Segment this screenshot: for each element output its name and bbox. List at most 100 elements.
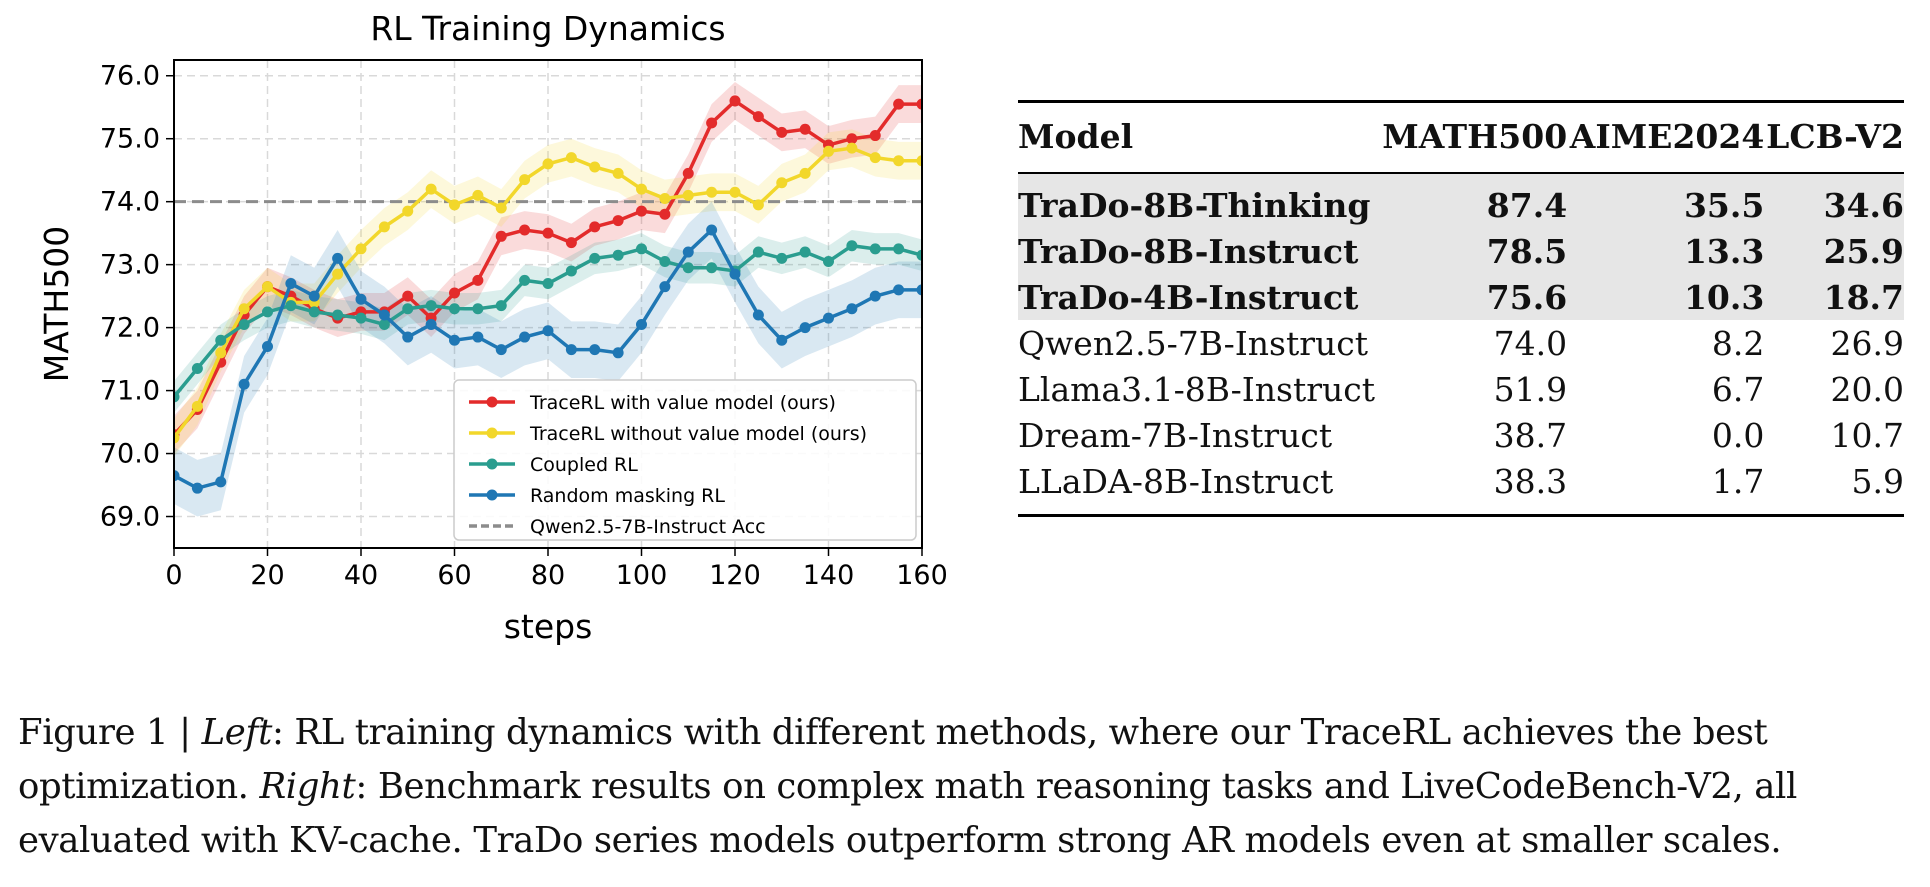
data-point: [612, 215, 624, 227]
data-point: [238, 303, 250, 315]
x-tick-label: 140: [803, 560, 855, 591]
table-header-row: Model MATH500 AIME2024 LCB-V2: [1018, 100, 1904, 174]
data-point: [308, 290, 320, 302]
data-point: [869, 152, 881, 164]
table-row: TraDo-8B-Thinking 87.4 35.5 34.6: [1018, 173, 1904, 228]
header-aime2024: AIME2024: [1567, 100, 1765, 174]
aime2024-score: 1.7: [1567, 458, 1765, 517]
data-point: [823, 145, 834, 157]
math500-score: 87.4: [1379, 173, 1568, 228]
data-point: [823, 312, 834, 324]
data-point: [402, 290, 414, 302]
data-point: [332, 309, 344, 321]
data-point: [612, 347, 624, 359]
y-axis-label: MATH500: [37, 226, 76, 382]
data-point: [565, 152, 577, 164]
header-math500: MATH500: [1379, 100, 1568, 174]
data-point: [916, 98, 922, 110]
y-tick-label: 76.0: [100, 61, 160, 92]
aime2024-score: 13.3: [1567, 228, 1765, 274]
y-tick-label: 69.0: [100, 502, 160, 533]
data-point: [191, 400, 203, 412]
data-point: [776, 177, 788, 189]
data-point: [495, 344, 507, 356]
axis-ticks: 0 20 40 60 80 100 120 140 160 69.0 70.0 71.0 72.0 73.…: [100, 61, 948, 591]
data-point: [425, 300, 437, 312]
data-point: [682, 167, 694, 179]
chart-title: RL Training Dynamics: [370, 9, 725, 48]
model-name: LLaDA-8B-Instruct: [1018, 458, 1380, 517]
model-name: Qwen2.5-7B-Instruct: [1018, 323, 1368, 363]
data-point: [449, 334, 460, 346]
data-point: [706, 186, 718, 198]
aime2024-score: 10.3: [1567, 274, 1765, 320]
data-point: [402, 331, 414, 343]
data-point: [893, 243, 905, 255]
aime2024-score: 0.0: [1711, 415, 1765, 455]
data-point: [542, 325, 554, 337]
data-point: [402, 205, 414, 217]
data-point: [893, 284, 905, 296]
lcb-v2-score: 34.6: [1764, 173, 1904, 228]
data-point: [752, 199, 764, 211]
lcb-v2-score: 5.9: [1764, 458, 1904, 517]
lcb-v2-score: 20.0: [1830, 369, 1904, 409]
caption-right-word: Right: [259, 766, 356, 807]
data-point: [174, 432, 180, 444]
data-point: [893, 155, 905, 167]
caption-left-word: Left: [201, 712, 273, 753]
aime2024-score: 6.7: [1711, 369, 1765, 409]
x-tick-label: 60: [437, 560, 471, 591]
data-point: [846, 303, 858, 315]
data-point: [449, 199, 460, 211]
data-point: [472, 303, 484, 315]
aime2024-score: 8.2: [1711, 323, 1765, 363]
legend-marker: [486, 427, 498, 439]
data-point: [378, 318, 390, 330]
math500-score: 75.6: [1379, 274, 1568, 320]
data-point: [729, 268, 741, 280]
data-point: [542, 158, 554, 170]
data-point: [729, 186, 741, 198]
data-point: [565, 265, 577, 277]
data-point: [589, 344, 601, 356]
data-point: [916, 249, 922, 261]
data-point: [495, 202, 507, 214]
data-point: [542, 278, 554, 290]
legend-label: Qwen2.5-7B-Instruct Acc: [530, 516, 766, 538]
data-point: [332, 252, 344, 264]
data-point: [449, 303, 460, 315]
data-point: [869, 130, 881, 142]
legend-marker: [486, 396, 498, 408]
confidence-band: [174, 201, 922, 517]
data-point: [262, 281, 273, 293]
data-point: [332, 268, 344, 280]
legend-label: TraceRL with value model (ours): [529, 392, 836, 414]
data-point: [308, 306, 320, 318]
data-point: [215, 347, 227, 359]
data-point: [565, 344, 577, 356]
data-point: [846, 133, 858, 145]
table-row: Llama3.1-8B-Instruct 51.9 6.7 20.0: [1018, 366, 1904, 412]
x-tick-label: 40: [344, 560, 378, 591]
model-name: TraDo-8B-Thinking: [1018, 173, 1380, 228]
header-model: Model: [1018, 100, 1380, 174]
data-point: [659, 193, 671, 205]
confidence-band: [174, 129, 922, 457]
data-point: [799, 123, 811, 135]
math500-score: 38.7: [1493, 415, 1568, 455]
data-point: [799, 167, 811, 179]
lcb-v2-score: 18.7: [1764, 274, 1904, 320]
data-point: [659, 281, 671, 293]
y-tick-label: 74.0: [100, 187, 160, 218]
model-name: TraDo-4B-Instruct: [1018, 274, 1380, 320]
data-point: [729, 95, 741, 107]
data-point: [752, 246, 764, 258]
data-point: [776, 252, 788, 264]
data-point: [262, 306, 273, 318]
lcb-v2-score: 26.9: [1830, 323, 1904, 363]
data-point: [472, 274, 484, 286]
data-point: [589, 221, 601, 233]
math500-score: 74.0: [1493, 323, 1568, 363]
data-point: [449, 287, 460, 299]
